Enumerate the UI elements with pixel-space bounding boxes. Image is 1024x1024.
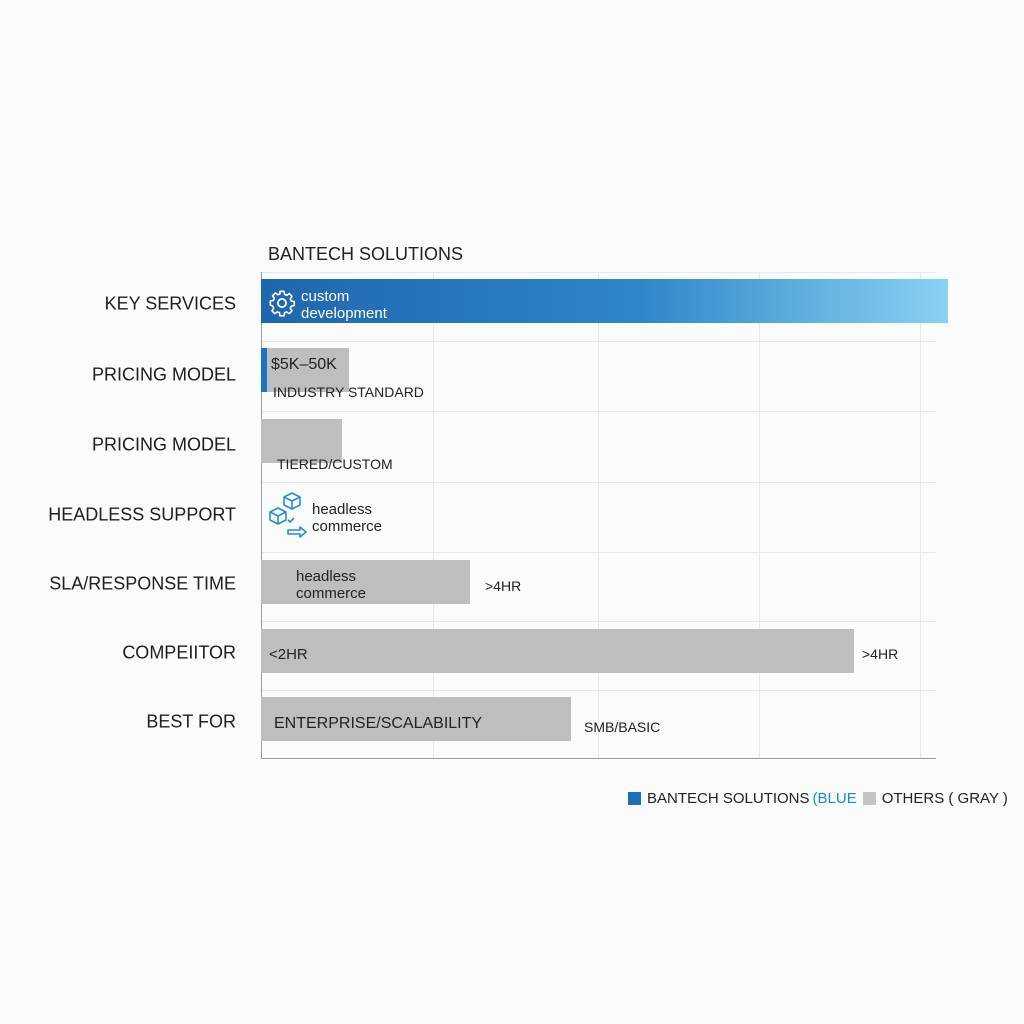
bar-outer-label: TIERED/CUSTOM	[277, 456, 393, 472]
bar-pricing-model-1	[261, 348, 349, 392]
gridline	[433, 272, 434, 758]
gridline	[262, 411, 936, 412]
legend-label-blue: (BLUE	[812, 790, 857, 807]
bar-outer-label: >4HR	[862, 646, 899, 662]
gridline	[262, 341, 936, 342]
category-label: COMPEIITOR	[122, 642, 236, 663]
gridline	[262, 552, 936, 553]
bar-inner-label: $5K–50K	[271, 356, 337, 373]
bar-pricing-model-2	[261, 419, 342, 463]
bar-inner-label: custom development	[301, 288, 387, 322]
bar-inner-label: ENTERPRISE/SCALABILITY	[274, 715, 483, 732]
bar-competitor	[261, 629, 855, 673]
bar-outer-label: INDUSTRY STANDARD	[273, 384, 424, 400]
gridline	[262, 272, 936, 273]
category-label: BEST FOR	[146, 711, 236, 732]
gridline	[262, 482, 936, 483]
gridline	[598, 272, 599, 758]
category-label: HEADLESS SUPPORT	[48, 504, 236, 525]
category-label: PRICING MODEL	[91, 434, 236, 455]
category-label: PRICING MODEL	[91, 364, 236, 385]
chart-title: BANTECH SOLUTIONS	[268, 244, 464, 264]
gear-icon	[269, 290, 296, 317]
bar-inner-label: headless commerce	[312, 501, 383, 535]
category-label: KEY SERVICES	[104, 293, 236, 314]
legend-label-others: OTHERS ( GRAY )	[881, 790, 1008, 807]
bar-sla-response	[261, 560, 470, 604]
plot-area	[261, 272, 936, 759]
legend-label-bantech: BANTECH SOLUTIONS	[647, 790, 810, 807]
gridline	[920, 272, 921, 758]
category-label: SLA/RESPONSE TIME	[49, 573, 236, 594]
legend-swatch-blue	[628, 792, 641, 805]
bar-outer-label: SMB/BASIC	[584, 719, 661, 735]
gridline	[262, 621, 936, 622]
boxes-arrow-icon	[269, 492, 307, 538]
bar-inner-label: <2HR	[269, 646, 308, 663]
bar-best-for	[261, 697, 572, 741]
legend-swatch-gray	[862, 792, 876, 805]
bar-inner-label: headless commerce	[296, 568, 367, 602]
bar-outer-label: >4HR	[485, 578, 522, 594]
gridline	[759, 272, 760, 758]
bar-key-services	[261, 279, 949, 323]
gridline	[262, 690, 936, 691]
bar-blue-accent	[261, 348, 267, 392]
legend: BANTECH SOLUTIONS (BLUE OTHERS ( GRAY )	[628, 790, 1008, 807]
